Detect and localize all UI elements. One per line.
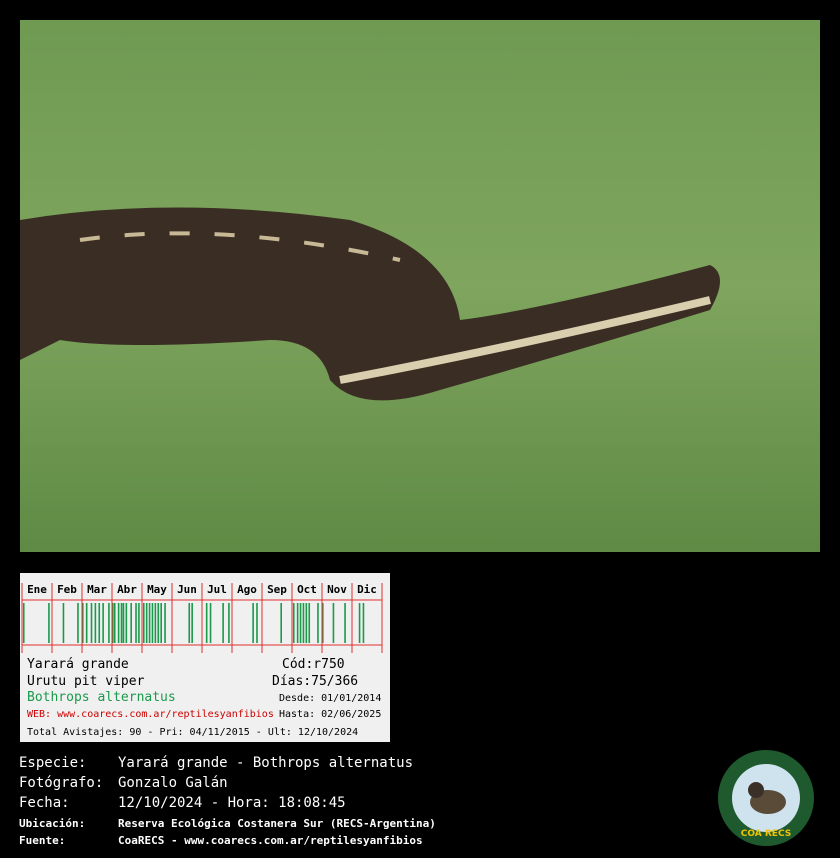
sighting-bar [85,603,88,643]
month-label: Mar [87,583,107,596]
sighting-bar [112,603,114,643]
sighting-bar [82,603,84,643]
info-row: Ubicación: Reserva Ecológica Costanera Su… [19,817,436,830]
sighting-bar [22,603,25,643]
common-name: Yarará grande [27,657,129,672]
sighting-bar [188,603,191,643]
month-label: Ene [27,583,47,596]
month-label: Abr [117,583,137,596]
since: Desde: 01/01/2014 [279,693,381,704]
logo: COA RECS [718,750,814,846]
sighting-bar [148,603,151,643]
sighting-bar [48,603,50,643]
sighting-bar [77,603,79,643]
sighting-bar [130,603,132,643]
info-row: Fuente: CoaRECS - www.coarecs.com.ar/rept… [19,834,423,847]
sighting-bar [142,603,145,643]
sighting-bar [302,603,305,643]
sighting-bar [209,603,212,643]
scientific-name: Bothrops alternatus [27,690,176,705]
until: Hasta: 02/06/2025 [279,709,381,720]
sighting-bar [94,603,97,643]
sighting-bar [120,603,123,643]
info-label: Especie: [19,755,87,771]
sighting-bar [122,603,125,643]
sighting-bar [308,603,311,643]
code: Cód:r750 [282,657,345,672]
sighting-bar [362,603,365,643]
month-label: Ago [237,583,257,596]
web: WEB: www.coarecs.com.ar/reptilesyanfibio… [27,709,274,720]
sighting-bar [113,603,116,643]
sighting-bar [344,603,346,643]
month-label: Oct [297,583,317,596]
sighting-bar [191,603,193,643]
sighting-bar [164,603,166,643]
logo-text: COA RECS [741,829,791,839]
info-label: Fecha: [19,795,70,811]
sighting-bar [296,603,299,643]
sighting-bar [252,603,254,643]
info-label: Fuente: [19,834,66,847]
english-name: Urutu pit viper [27,674,145,689]
info-value: 12/10/2024 - Hora: 18:08:45 [118,795,346,811]
sighting-bar [125,603,128,643]
sighting-bar [108,603,110,643]
month-label: Jul [207,583,227,596]
sighting-bar [256,603,258,643]
days: Días:75/366 [272,674,358,689]
month-label: Nov [327,583,347,596]
month-label: Dic [357,583,377,596]
sighting-bar [299,603,302,643]
info-value: Gonzalo Galán [118,775,228,791]
sighting-bar [157,603,160,643]
sighting-bar [154,603,157,643]
sighting-bar [280,603,282,643]
month-label: May [147,583,167,596]
info-label: Fotógrafo: [19,775,104,791]
sighting-bar [102,603,104,643]
sighting-bar [305,603,308,643]
photo [20,20,820,552]
sighting-bar [117,603,120,643]
sighting-bar [90,603,93,643]
info-value: Yarará grande - Bothrops alternatus [118,755,414,771]
sighting-bar [322,603,324,643]
sighting-bar [98,603,101,643]
sighting-bar [62,603,65,643]
month-label: Sep [267,583,287,596]
sighting-bar [358,603,361,643]
sighting-bar [292,603,295,643]
species-card: Ene Feb Mar Abr May Jun Jul Ago Sep Oct Nov Dic Yar… [20,573,390,742]
month-label: Jun [177,583,197,596]
sighting-bar [222,603,224,643]
totals: Total Avistajes: 90 - Pri: 04/11/2015 - … [27,727,358,738]
sighting-bar [135,603,137,643]
sighting-bar [160,603,162,643]
sighting-bar [138,603,140,643]
sighting-bar [332,603,335,643]
info-label: Ubicación: [19,817,86,830]
info-row: Especie: Yarará grande - Bothrops alterna… [19,755,413,771]
sighting-bar [317,603,319,643]
info-value: CoaRECS - www.coarecs.com.ar/reptilesyan… [118,834,423,847]
info-row: Fecha: 12/10/2024 - Hora: 18:08:45 [19,795,346,811]
month-label: Feb [57,583,77,596]
sighting-bar [228,603,230,643]
info-row: Fotógrafo: Gonzalo Galán [19,775,228,791]
sighting-bar [151,603,154,643]
info-value: Reserva Ecológica Costanera Sur (RECS-Ar… [118,817,436,830]
sighting-bar [145,603,148,643]
sighting-bar [205,603,208,643]
